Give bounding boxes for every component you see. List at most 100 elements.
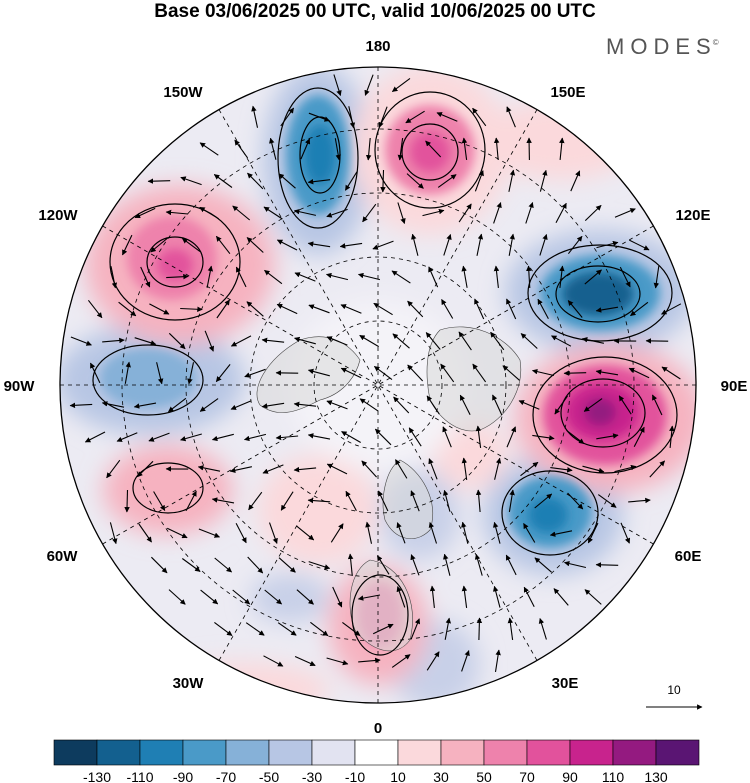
wind-vector-arrow (563, 560, 587, 569)
wind-vector-arrow (280, 107, 295, 127)
wind-vector-arrow (587, 522, 599, 544)
wind-vector-arrow (214, 621, 233, 637)
wind-vector-arrow (555, 202, 567, 223)
modes-logo: MODES© (606, 34, 723, 60)
colorbar-tick-label: -110 (127, 769, 154, 783)
wind-vector-arrow (493, 521, 501, 544)
map-title: Base 03/06/2025 00 UTC, valid 10/06/2025… (154, 1, 596, 22)
wind-vector-arrow (550, 467, 573, 473)
wind-vector-arrow (326, 336, 348, 346)
wind-vector-arrow (396, 522, 406, 544)
wind-vector-arrow (307, 433, 331, 440)
wind-vector-arrow (397, 138, 404, 161)
wind-vector-arrow (614, 464, 637, 473)
wind-vector-arrow (649, 460, 666, 478)
wind-vector-arrow (523, 523, 536, 543)
wind-vector-arrow (277, 622, 297, 636)
wind-vector-arrow (426, 395, 440, 415)
wind-vector-arrow (461, 585, 468, 608)
wind-vector-arrow (582, 465, 605, 474)
wind-vector-arrow (373, 365, 393, 381)
wind-vector-arrow (248, 491, 263, 511)
wind-vector-arrow (140, 266, 151, 288)
wind-vector-arrow (396, 586, 406, 608)
wind-vector-arrow (376, 555, 390, 575)
reference-vector: 10 (646, 683, 703, 710)
wind-vector-arrow (261, 402, 285, 409)
wind-vector-arrow (411, 233, 419, 256)
wind-vector-arrow (365, 521, 373, 544)
lon-label-150e: 150E (550, 84, 585, 101)
wind-vector-arrow (211, 497, 235, 504)
wind-vector-arrow (425, 332, 441, 350)
colorbar-swatch (182, 739, 227, 766)
colorbar-tick-label: 70 (519, 769, 535, 783)
wind-vector-arrow (344, 171, 358, 191)
wind-vector-arrow (506, 426, 517, 448)
lon-label-120w: 120W (38, 207, 78, 224)
wind-vector-arrow (502, 365, 520, 381)
colorbar-tick-label: -130 (83, 769, 111, 783)
lon-label-150w: 150W (163, 84, 203, 101)
wind-vector-arrow (294, 272, 316, 282)
wind-vector-arrow (518, 400, 540, 410)
wind-vector-arrow (185, 490, 197, 512)
wind-vector-arrow (614, 208, 636, 218)
lon-label-120e: 120E (675, 207, 710, 224)
wind-vector-arrow (531, 368, 555, 377)
wind-vector-arrow (269, 137, 277, 160)
wind-vector-arrow (567, 492, 584, 510)
wind-vector-arrow (492, 394, 503, 416)
colorbar-swatch (139, 739, 184, 766)
wind-vector-arrow (206, 265, 214, 288)
colorbar-tick-label: -50 (259, 769, 279, 783)
wind-vector-arrow (118, 301, 137, 317)
wind-vector-arrow (410, 490, 420, 512)
wind-vector-arrow (442, 489, 451, 512)
colorbar-tick-label: 90 (562, 769, 578, 783)
wind-vector-arrow (393, 396, 410, 414)
colorbar-tick-label: 130 (644, 769, 668, 783)
wind-vector-arrow (300, 138, 311, 160)
wind-vector-arrow (364, 74, 374, 96)
wind-vector-arrow (584, 205, 602, 221)
wind-vector-arrow (661, 366, 681, 380)
wind-vector-arrow (629, 239, 650, 251)
wind-vector-arrow (278, 557, 296, 573)
wind-vector-arrow (362, 203, 377, 223)
wind-vector-arrow (459, 394, 471, 416)
wind-vector-arrow (391, 77, 411, 93)
wind-vector-arrow (559, 265, 565, 288)
colorbar-swatch (53, 739, 98, 766)
wind-vector-arrow (595, 369, 619, 376)
wind-vector-arrow (472, 363, 487, 383)
wind-vector-arrow (567, 235, 583, 255)
wind-vector-arrow (461, 457, 468, 480)
wind-vector-arrow (216, 299, 230, 319)
wind-vector-arrow (263, 655, 284, 667)
wind-vector-arrow (652, 394, 663, 416)
wind-vector-arrow (245, 622, 265, 636)
wind-vector-arrow (584, 589, 602, 605)
wind-vector-arrow (458, 331, 472, 351)
wind-vector-arrow (84, 431, 106, 443)
wind-vector-arrow (493, 137, 500, 161)
wind-vector-arrow (199, 398, 219, 412)
wind-vector-arrow (215, 364, 231, 383)
wind-vector-arrow (326, 657, 349, 666)
colorbar-tick-label: 50 (476, 769, 492, 783)
wind-vector-arrow (584, 269, 602, 285)
colorbar-swatch (440, 739, 485, 766)
wind-vector-arrow (539, 233, 548, 256)
wind-vector-arrow (333, 74, 342, 97)
wind-vector-arrow (330, 523, 344, 543)
wind-vector-arrow (442, 426, 452, 448)
wind-vector-arrow (581, 337, 605, 344)
wind-vector-arrow (441, 299, 454, 319)
wind-vector-arrow (180, 433, 202, 442)
wind-vector-arrow (410, 618, 421, 640)
wind-vector-arrow (422, 208, 445, 217)
wind-vector-arrow (134, 337, 157, 346)
wind-vector-arrow (494, 649, 501, 672)
